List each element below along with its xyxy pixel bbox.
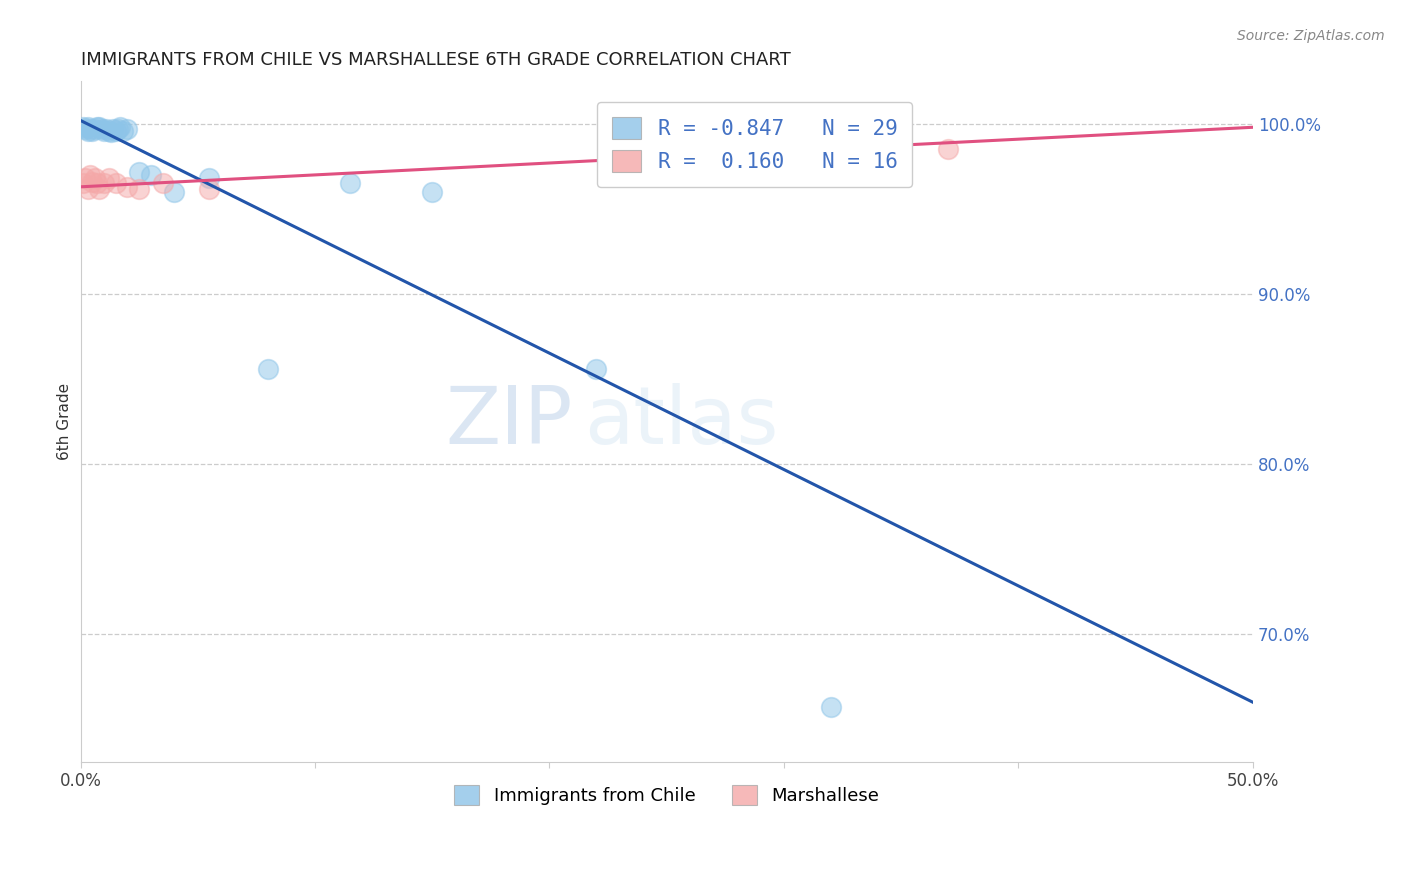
Point [100,125,122,139]
Point [75,171,97,186]
Point [93,177,115,191]
Point [163,185,186,199]
Text: IMMIGRANTS FROM CHILE VS MARSHALLESE 6TH GRADE CORRELATION CHART: IMMIGRANTS FROM CHILE VS MARSHALLESE 6TH… [80,51,790,69]
Text: atlas: atlas [585,383,779,460]
Point [83,171,105,186]
Point [72,177,94,191]
Point [107,122,129,136]
Point [76,181,98,195]
Point [117,122,139,136]
Point [75,122,97,136]
Point [420,185,443,199]
Point [128,181,150,195]
Point [257,361,280,376]
Point [93,123,115,137]
Point [111,123,134,137]
Point [83,122,105,136]
Point [86,120,108,135]
Point [82,123,104,137]
Point [82,175,104,189]
Point [90,122,112,136]
Point [139,168,162,182]
Point [110,120,132,135]
Point [339,177,361,191]
Y-axis label: 6th Grade: 6th Grade [58,383,72,460]
Point [104,123,127,137]
Point [585,361,607,376]
Point [76,120,98,135]
Point [820,700,842,714]
Point [76,123,98,137]
Point [103,122,125,136]
Point [117,179,139,194]
Text: ZIP: ZIP [446,383,572,460]
Point [198,171,221,186]
Point [936,142,959,156]
Point [72,120,94,135]
Point [97,171,120,186]
Point [79,168,101,182]
Point [89,181,111,195]
Point [97,123,120,137]
Legend: Immigrants from Chile, Marshallese: Immigrants from Chile, Marshallese [446,776,889,814]
Point [79,122,101,136]
Point [104,177,127,191]
Text: Source: ZipAtlas.com: Source: ZipAtlas.com [1237,29,1385,43]
Point [198,181,221,195]
Point [86,177,108,191]
Point [152,177,174,191]
Point [89,120,111,135]
Point [128,164,150,178]
Point [96,122,118,136]
